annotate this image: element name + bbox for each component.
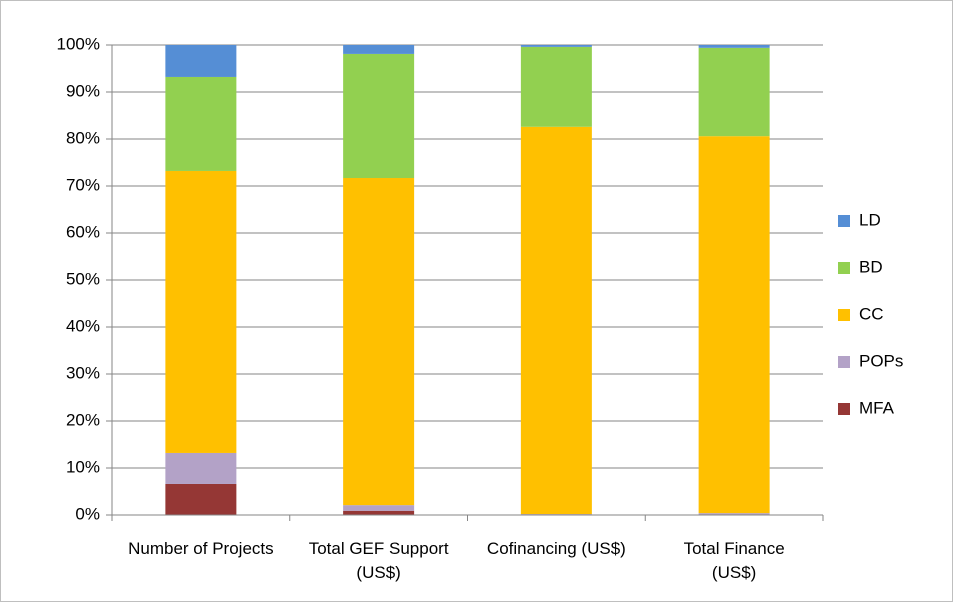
bar-segment xyxy=(520,126,592,515)
legend-swatch xyxy=(838,262,850,274)
bar-segment xyxy=(165,170,237,453)
legend-swatch xyxy=(838,403,850,415)
bar-segment xyxy=(165,45,237,77)
bar-segment xyxy=(343,510,415,515)
x-tick-label: Number of Projects xyxy=(128,539,274,558)
y-tick-label: 20% xyxy=(66,410,100,429)
bar-segment xyxy=(520,46,592,127)
y-tick-label: 0% xyxy=(75,504,100,523)
y-tick-label: 50% xyxy=(66,269,100,288)
legend-swatch xyxy=(838,215,850,227)
bar-segment xyxy=(343,178,415,506)
legend-label: POPs xyxy=(859,351,903,370)
legend-label: MFA xyxy=(859,398,895,417)
bar-segment xyxy=(698,513,770,515)
y-tick-label: 90% xyxy=(66,81,100,100)
x-tick-label: Total Finance (US$) xyxy=(683,539,785,582)
bar-segment xyxy=(698,45,770,48)
legend-label: LD xyxy=(859,210,881,229)
y-tick-label: 60% xyxy=(66,222,100,241)
y-tick-label: 30% xyxy=(66,363,100,382)
y-tick-label: 10% xyxy=(66,457,100,476)
bar-segment xyxy=(343,505,415,511)
legend-label: BD xyxy=(859,257,883,276)
y-tick-label: 40% xyxy=(66,316,100,335)
bar-segment xyxy=(343,53,415,179)
bar-segment xyxy=(165,483,237,515)
x-tick-label: Total GEF Support (US$) xyxy=(308,539,449,582)
y-tick-label: 80% xyxy=(66,128,100,147)
legend-label: CC xyxy=(859,304,884,323)
legend-swatch xyxy=(838,356,850,368)
bar-segment xyxy=(520,45,592,47)
bar-segment xyxy=(698,47,770,137)
y-tick-label: 70% xyxy=(66,175,100,194)
bar-segment xyxy=(165,452,237,484)
legend-swatch xyxy=(838,309,850,321)
bar-segment xyxy=(698,136,770,514)
bar-segment xyxy=(165,76,237,171)
bar-segment xyxy=(343,45,415,54)
y-tick-label: 100% xyxy=(57,34,100,53)
x-tick-label: Cofinancing (US$) xyxy=(486,539,626,558)
